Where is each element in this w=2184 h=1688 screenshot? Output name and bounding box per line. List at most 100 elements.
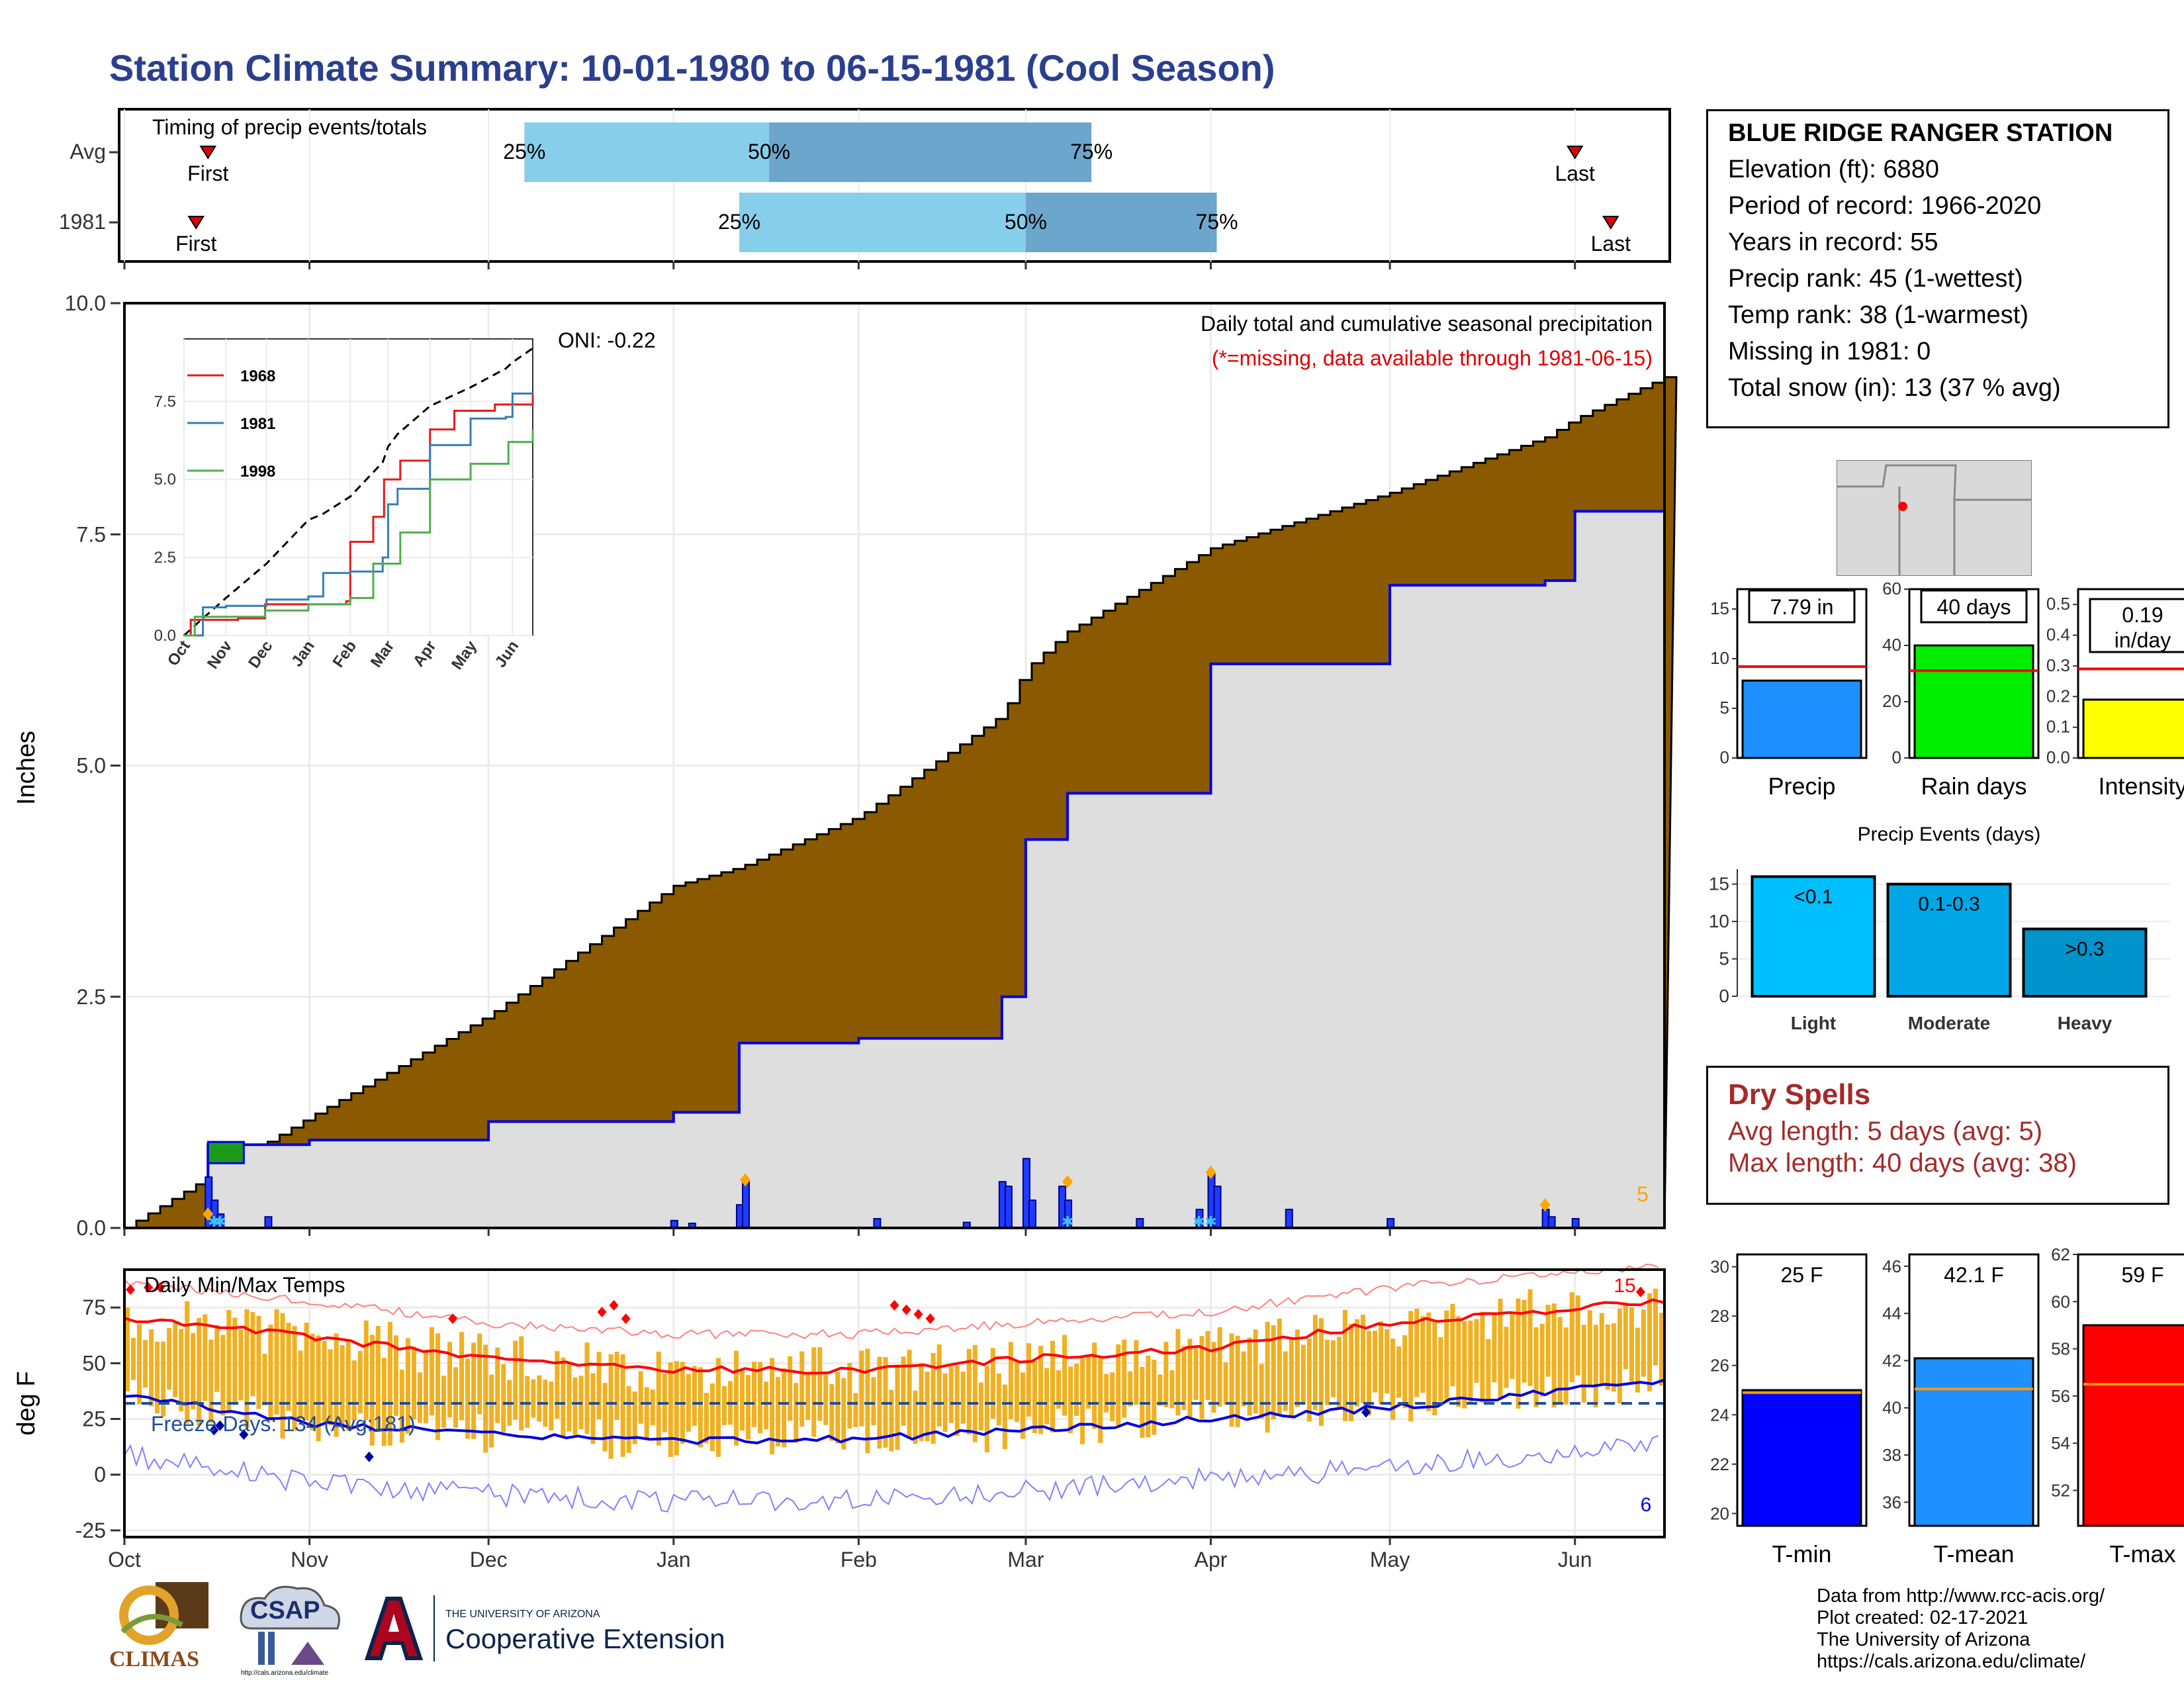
daily-temp-bar bbox=[1277, 1318, 1282, 1415]
snow-star: ✱ bbox=[1205, 1213, 1216, 1230]
daily-temp-bar bbox=[614, 1352, 619, 1420]
daily-temp-bar bbox=[357, 1350, 363, 1414]
record-high-marker bbox=[609, 1299, 619, 1311]
daily-temp-bar bbox=[1659, 1313, 1664, 1386]
y-tick-label: 50 bbox=[82, 1351, 106, 1375]
daily-temp-bar bbox=[1050, 1340, 1056, 1433]
avg-max-line bbox=[124, 1298, 1665, 1375]
daily-temp-bar bbox=[1348, 1323, 1353, 1421]
summary-label: Intensity bbox=[2098, 773, 2184, 800]
y-tick-label: 0.1 bbox=[2046, 717, 2070, 737]
inset-y-tick: 7.5 bbox=[154, 393, 176, 410]
daily-temp-bar bbox=[782, 1368, 787, 1448]
value-label: 7.79 in bbox=[1770, 595, 1833, 619]
summary-bar bbox=[2082, 698, 2184, 759]
daily-temp-bar bbox=[1038, 1346, 1043, 1434]
daily-temp-bar bbox=[1122, 1339, 1127, 1418]
daily-temp-bar bbox=[1158, 1374, 1163, 1406]
daily-temp-bar bbox=[978, 1382, 983, 1431]
daily-temp-bar bbox=[1367, 1331, 1372, 1416]
y-axis-label: deg F bbox=[13, 1371, 40, 1435]
daily-temp-bar bbox=[1504, 1327, 1509, 1388]
precip-note: Daily total and cumulative seasonal prec… bbox=[1201, 312, 1653, 336]
daily-temp-bar bbox=[1265, 1321, 1270, 1433]
daily-temp-bar bbox=[1385, 1329, 1390, 1393]
station-marker bbox=[1898, 502, 1907, 511]
pct-label: 50% bbox=[748, 140, 790, 164]
daily-temp-bar bbox=[1306, 1338, 1312, 1422]
daily-temp-bar bbox=[752, 1362, 757, 1427]
value-box bbox=[1920, 589, 2028, 624]
daily-temp-bar bbox=[131, 1338, 136, 1380]
daily-temp-bar bbox=[709, 1383, 715, 1452]
daily-temp-bar bbox=[1235, 1335, 1240, 1427]
daily-temp-bar bbox=[984, 1366, 989, 1453]
x-tick-label: Feb bbox=[841, 1548, 877, 1571]
daily-temp-bar bbox=[125, 1307, 130, 1391]
daily-temp-bar bbox=[256, 1315, 261, 1409]
marker-label: First bbox=[187, 162, 228, 185]
daily-temp-bar bbox=[895, 1364, 900, 1450]
y-tick-label: 2.5 bbox=[77, 985, 106, 1009]
daily-temp-bar bbox=[1020, 1372, 1025, 1439]
daily-temp-bar bbox=[489, 1374, 494, 1448]
y-tick-label: 0 bbox=[1719, 986, 1729, 1006]
record-high-marker bbox=[889, 1299, 899, 1311]
plot-frame bbox=[123, 1268, 1666, 1538]
daily-temp-bar bbox=[161, 1341, 166, 1417]
daily-temp-bar bbox=[185, 1301, 190, 1424]
daily-temp-bar bbox=[280, 1313, 285, 1438]
event-range-label: <0.1 bbox=[1794, 886, 1833, 908]
daily-temp-bar bbox=[1056, 1370, 1062, 1409]
daily-temp-bar bbox=[519, 1336, 524, 1431]
daily-temp-bar bbox=[1336, 1336, 1342, 1409]
y-tick-label: 52 bbox=[2051, 1481, 2070, 1501]
daily-temp-bar bbox=[1414, 1308, 1420, 1397]
temp-chart: Daily Min/Max Temps Freeze Days: 134 (Avg… bbox=[13, 1263, 1666, 1571]
daily-precip-bar bbox=[1571, 1218, 1580, 1229]
daily-temp-bar bbox=[322, 1340, 327, 1422]
ua-big-text: Cooperative Extension bbox=[445, 1623, 725, 1654]
daily-temp-bar bbox=[1462, 1321, 1467, 1409]
daily-temp-bar bbox=[996, 1373, 1001, 1426]
daily-temp-bar bbox=[602, 1383, 608, 1452]
daily-temp-bar bbox=[1593, 1325, 1598, 1407]
daily-temp-bar bbox=[459, 1332, 465, 1421]
events-title: Precip Events (days) bbox=[1858, 823, 2041, 845]
daily-temp-bar bbox=[1241, 1351, 1246, 1407]
daily-temp-bar bbox=[513, 1340, 518, 1420]
daily-temp-bar bbox=[1283, 1351, 1288, 1411]
daily-temp-bar bbox=[351, 1360, 357, 1421]
daily-temp-bar bbox=[698, 1367, 703, 1448]
daily-temp-bar bbox=[656, 1351, 661, 1446]
value-unit: in/day bbox=[2115, 628, 2171, 652]
daily-temp-bar bbox=[1581, 1325, 1586, 1403]
y-tick-label: 0 bbox=[1892, 747, 1901, 767]
value-label: 0.19 bbox=[2122, 603, 2163, 627]
daily-temp-bar bbox=[966, 1348, 972, 1435]
daily-temp-bar bbox=[817, 1347, 823, 1421]
y-tick-label: 20 bbox=[1710, 1503, 1729, 1523]
daily-temp-bar bbox=[650, 1389, 655, 1426]
daily-temp-bar bbox=[1116, 1344, 1121, 1426]
daily-temp-bar bbox=[537, 1375, 542, 1422]
daily-temp-bar bbox=[590, 1373, 596, 1444]
daily-temp-bar bbox=[913, 1390, 918, 1444]
csap-text: CSAP bbox=[250, 1597, 320, 1624]
daily-temp-bar bbox=[853, 1393, 858, 1427]
daily-temp-bar bbox=[411, 1346, 416, 1420]
dry-spells-max: Max length: 40 days (avg: 38) bbox=[1728, 1149, 2077, 1178]
daily-temp-bar bbox=[638, 1371, 643, 1424]
daily-precip-bar bbox=[873, 1218, 882, 1229]
daily-temp-bar bbox=[925, 1372, 930, 1442]
daily-temp-bar bbox=[375, 1325, 381, 1432]
x-tick-label: May bbox=[1370, 1548, 1410, 1571]
daily-temp-bar bbox=[1390, 1338, 1396, 1421]
daily-temp-bar bbox=[626, 1386, 631, 1453]
y-tick-label: 20 bbox=[1882, 691, 1901, 711]
daily-temp-bar bbox=[549, 1382, 554, 1431]
y-axis-label: Inches bbox=[13, 731, 40, 805]
daily-temp-bar bbox=[1373, 1331, 1378, 1393]
plot-frame bbox=[123, 302, 1666, 1229]
daily-temp-bar bbox=[572, 1377, 578, 1435]
